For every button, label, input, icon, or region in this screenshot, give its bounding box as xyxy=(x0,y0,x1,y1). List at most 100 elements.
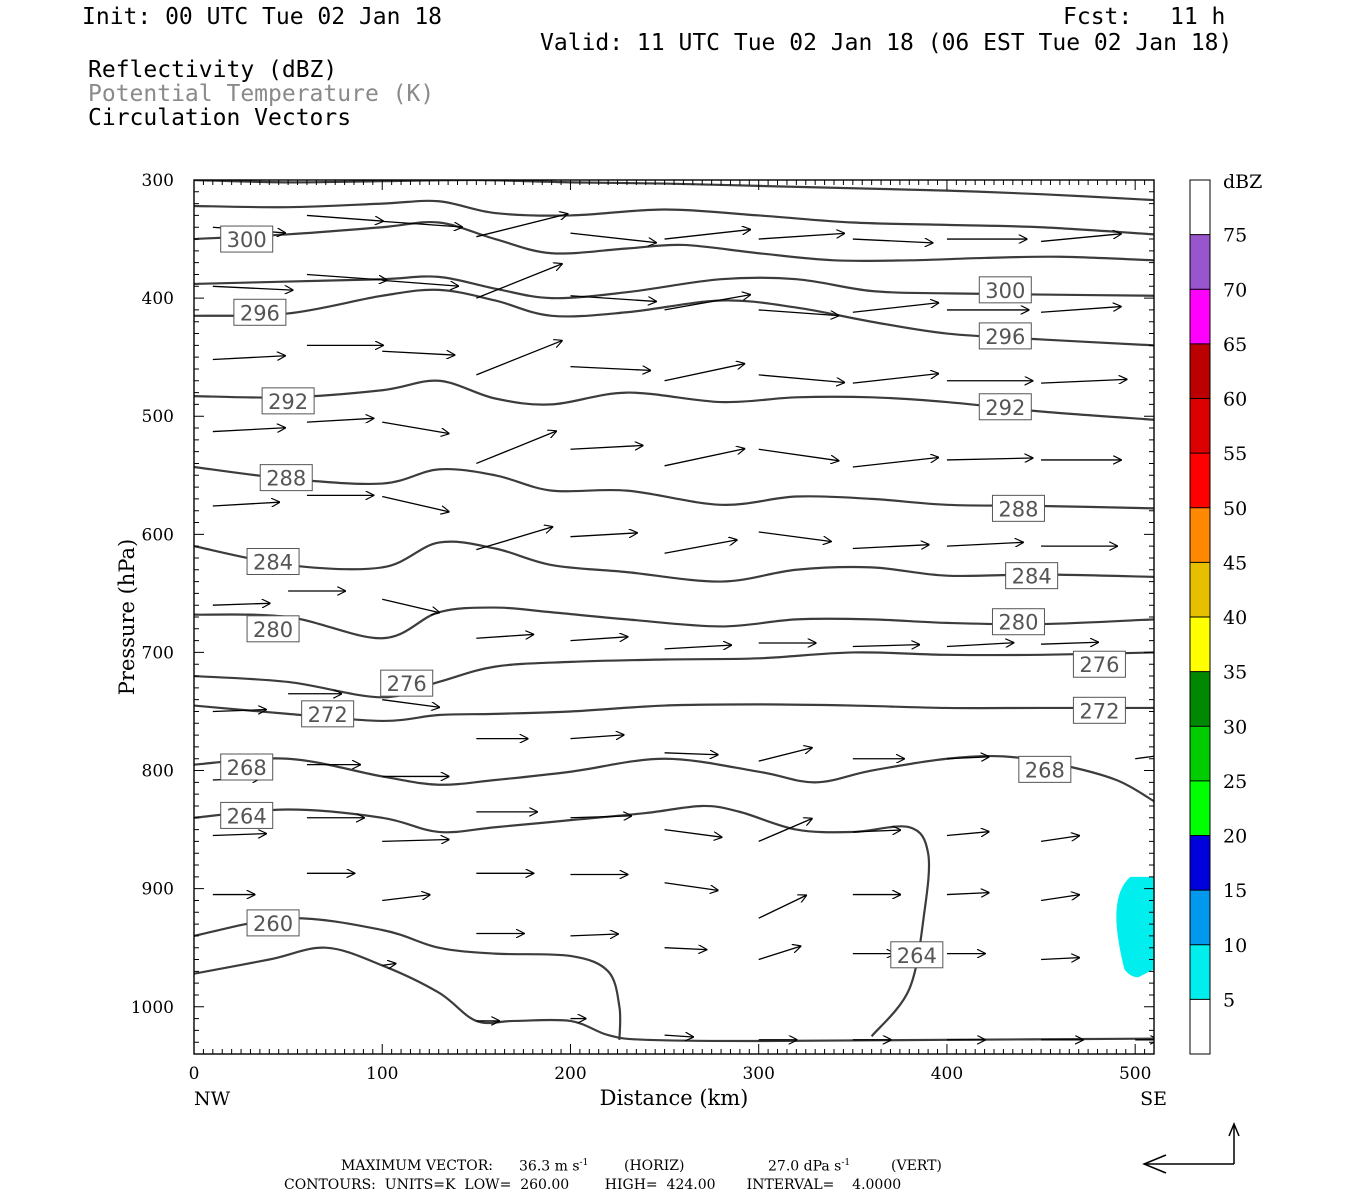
colorbar-unit: dBZ xyxy=(1223,171,1262,193)
max-vector-horiz: 36.3 m s-1 xyxy=(519,1158,589,1175)
contour-label-box xyxy=(1018,755,1072,783)
colorbar-bin xyxy=(1190,234,1210,290)
circulation-vector xyxy=(664,828,722,838)
contour-label: 272 xyxy=(308,703,348,727)
circulation-vector xyxy=(664,753,718,755)
circulation-vector xyxy=(664,1035,694,1037)
contour-label: 300 xyxy=(985,279,1025,303)
circulation-vector xyxy=(212,356,285,360)
contour-label: 280 xyxy=(998,611,1038,635)
y-tick-label: 400 xyxy=(142,289,174,309)
circulation-vector xyxy=(946,458,1033,460)
circulation-vector xyxy=(382,220,462,227)
contour-label: 284 xyxy=(253,550,293,574)
colorbar-bin xyxy=(1190,180,1210,235)
circulation-vector xyxy=(946,542,1023,546)
x-axis-label: Distance (km) xyxy=(600,1086,749,1110)
contour-label-box xyxy=(220,753,274,781)
circulation-vector xyxy=(664,295,751,311)
circulation-vector xyxy=(570,735,623,739)
circulation-vector xyxy=(758,309,839,316)
colorbar-level-label: 55 xyxy=(1223,443,1247,465)
circulation-vector xyxy=(758,233,845,240)
forecast-hour-value: 11 h xyxy=(1170,4,1226,30)
circulation-vector xyxy=(570,816,631,818)
colorbar-level-label: 50 xyxy=(1223,498,1247,520)
contour-label: 272 xyxy=(1079,699,1119,723)
circulation-vector xyxy=(476,341,562,376)
contour-label-box xyxy=(1005,562,1059,590)
circulation-vector xyxy=(664,882,718,891)
circulation-vector xyxy=(382,964,395,966)
colorbar-bin xyxy=(1190,398,1210,454)
contour-label: 288 xyxy=(266,467,306,491)
isentrope-260 xyxy=(194,946,1154,1043)
contour-label: 268 xyxy=(1025,758,1065,782)
contour-label-box xyxy=(978,276,1032,304)
x-tick-label: 400 xyxy=(931,1064,963,1084)
circulation-vector xyxy=(382,351,454,355)
circulation-vector xyxy=(664,645,732,649)
x-tick-label: 100 xyxy=(366,1064,398,1084)
contour-label-box xyxy=(978,393,1032,421)
circulation-vector xyxy=(946,643,1014,647)
circulation-vector xyxy=(852,645,920,647)
contour-label: 280 xyxy=(253,618,293,642)
max-vector-vert: 27.0 dPa s-1 xyxy=(768,1158,851,1175)
colorbar-bin xyxy=(1190,562,1210,617)
contour-label: 300 xyxy=(227,228,267,252)
circulation-vector xyxy=(306,273,387,280)
circulation-vector xyxy=(664,540,737,554)
isentrope-276 xyxy=(194,651,1154,699)
colorbar-level-label: 45 xyxy=(1223,552,1247,574)
circulation-vector xyxy=(212,428,285,432)
circulation-vector xyxy=(382,895,430,902)
x-tick-label: 200 xyxy=(554,1064,586,1084)
colorbar-bin xyxy=(1190,780,1210,836)
contour-label-box xyxy=(246,909,300,937)
field-reflectivity: Reflectivity (dBZ) xyxy=(88,57,338,83)
circulation-vector xyxy=(852,458,939,468)
colorbar-bin xyxy=(1190,999,1210,1054)
circulation-vector xyxy=(758,819,812,843)
contour-label: 268 xyxy=(227,756,267,780)
circulation-vector xyxy=(1041,307,1121,313)
y-axis-label: Pressure (hPa) xyxy=(115,539,139,695)
contour-label: 276 xyxy=(387,672,427,696)
circulation-vector xyxy=(852,374,939,384)
contours-info: CONTOURS: UNITS=K LOW= 260.00 HIGH= 424.… xyxy=(284,1177,902,1193)
circulation-vector xyxy=(570,934,618,936)
colorbar-bin xyxy=(1190,289,1210,344)
colorbar-level-label: 35 xyxy=(1223,662,1247,684)
circulation-vector xyxy=(570,637,627,641)
colorbar-frame xyxy=(1189,179,1211,1055)
contour-label: 284 xyxy=(1012,565,1052,589)
contour-label-box xyxy=(380,669,434,697)
contour-label: 288 xyxy=(998,497,1038,521)
forecast-hour-label: Fcst: xyxy=(1063,4,1133,30)
colorbar-level-label: 25 xyxy=(1223,771,1247,793)
y-tick-label: 500 xyxy=(142,407,174,427)
colorbar-bin xyxy=(1190,726,1210,781)
circulation-vector xyxy=(476,214,567,238)
contour-label: 292 xyxy=(985,396,1025,420)
circulation-vector xyxy=(382,279,458,286)
circulation-vector xyxy=(758,448,839,460)
circulation-vector xyxy=(476,634,533,638)
circulation-vector xyxy=(852,303,939,313)
colorbar-level-label: 20 xyxy=(1223,826,1247,848)
isentrope-284 xyxy=(194,540,1154,583)
contour-label: 296 xyxy=(985,325,1025,349)
colorbar-bin xyxy=(1190,890,1210,945)
field-circulation-vectors: Circulation Vectors xyxy=(88,105,352,131)
y-tick-label: 600 xyxy=(142,525,174,545)
circulation-vector xyxy=(382,840,449,842)
field-potential-temperature: Potential Temperature (K) xyxy=(88,81,435,107)
isentrope-264 xyxy=(194,804,931,1037)
contour-label-box xyxy=(259,464,313,492)
colorbar-bin xyxy=(1190,835,1210,891)
circulation-vector xyxy=(758,531,831,542)
circulation-vector xyxy=(852,830,901,832)
colorbar-level-label: 65 xyxy=(1223,334,1247,356)
isentrope-300 xyxy=(194,199,1154,236)
